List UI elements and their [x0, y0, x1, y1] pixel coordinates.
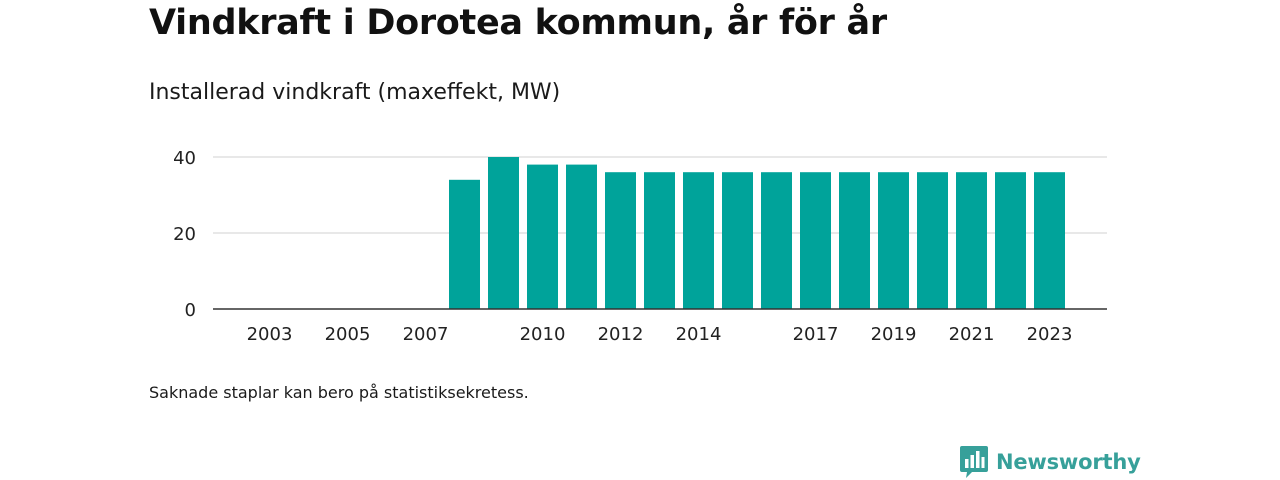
x-tick-label: 2017 — [793, 324, 839, 345]
y-tick-label: 20 — [173, 224, 196, 245]
bar-chart-speech-bubble-icon — [960, 446, 988, 478]
bar — [761, 172, 792, 309]
brand-name: Newsworthy — [996, 450, 1141, 474]
footnote: Saknade staplar kan bero på statistiksek… — [149, 383, 529, 402]
x-tick-label: 2021 — [949, 324, 995, 345]
bar — [839, 172, 870, 309]
x-tick-label: 2007 — [403, 324, 449, 345]
axes: 0 20 40 2003 2005 2007 2010 2012 2014 2017 2019 202… — [173, 148, 1107, 345]
x-tick-label: 2005 — [325, 324, 371, 345]
x-tick-label: 2012 — [598, 324, 644, 345]
bar — [527, 164, 558, 309]
x-tick-label: 2023 — [1027, 324, 1073, 345]
bar — [449, 179, 480, 309]
bars — [449, 157, 1065, 309]
x-tick-label: 2003 — [247, 324, 293, 345]
x-tick-label: 2019 — [871, 324, 917, 345]
bar — [800, 172, 831, 309]
brand-logo[interactable]: Newsworthy — [960, 446, 1141, 478]
bar — [1034, 172, 1065, 309]
chart-subtitle: Installerad vindkraft (maxeffekt, MW) — [149, 80, 561, 105]
bar — [956, 172, 987, 309]
y-tick-label: 40 — [173, 148, 196, 169]
bar — [488, 157, 519, 309]
x-tick-label: 2014 — [676, 324, 722, 345]
bar — [566, 164, 597, 309]
bar — [995, 172, 1026, 309]
bar — [722, 172, 753, 309]
bar — [644, 172, 675, 309]
x-tick-label: 2010 — [520, 324, 566, 345]
bar — [878, 172, 909, 309]
bar — [917, 172, 948, 309]
bar — [683, 172, 714, 309]
chart-title: Vindkraft i Dorotea kommun, år för år — [149, 3, 887, 43]
bar — [605, 172, 636, 309]
y-tick-label: 0 — [185, 300, 196, 321]
